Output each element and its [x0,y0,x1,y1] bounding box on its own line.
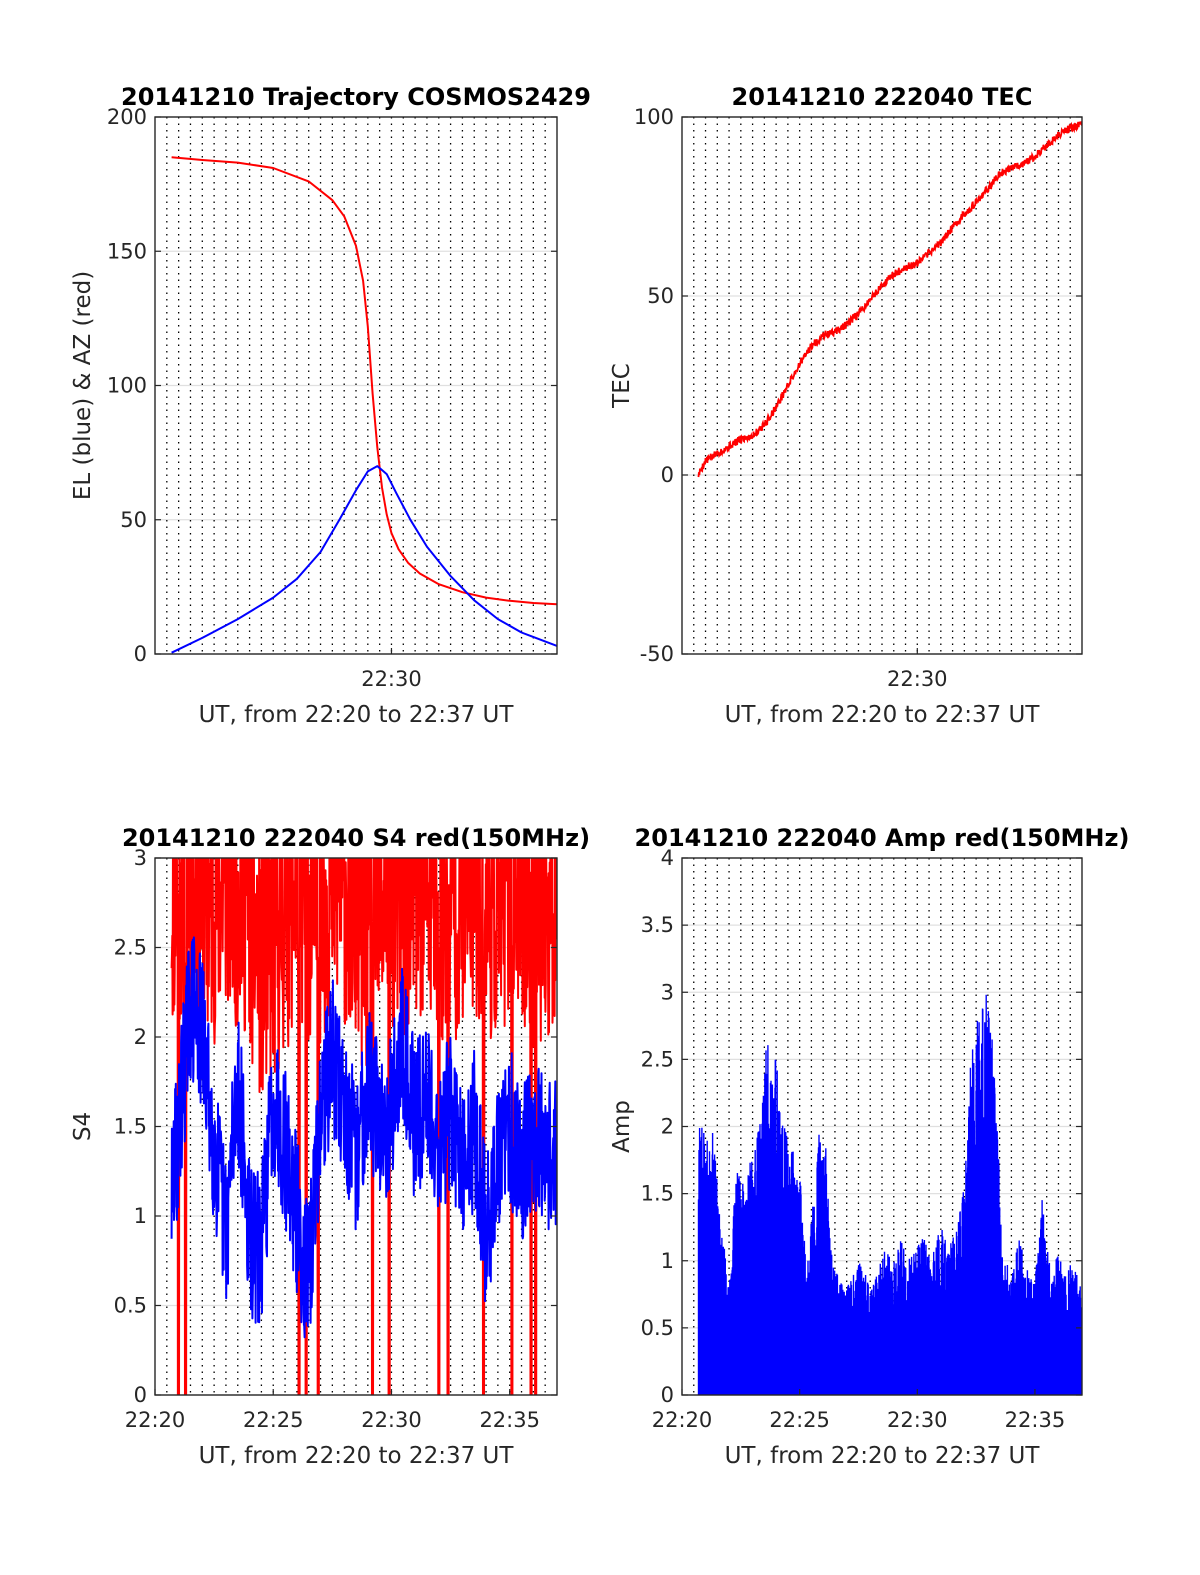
plot-series-group [697,121,1082,478]
x-tick-label: 22:35 [1005,1408,1066,1432]
y-tick-label: 2 [134,1025,147,1049]
chart-panel-3: 0 0.5 1 1.5 2 2.5 3 22:20 22:25 22:30 22:35 UT, fro… [70,824,590,1469]
plot-series-group [171,156,557,654]
y-tick-label: 2.5 [114,936,147,960]
y-tick-label: 0.5 [114,1294,147,1318]
y-axis-label: TEC [609,363,635,409]
chart-title: 20141210 222040 Amp red(150MHz) [635,824,1130,852]
chart-panel-2: -50 0 50 100 22:30 UT, from 22:20 to 22:37 UT… [609,83,1083,728]
chart-title: 20141210 222040 TEC [732,83,1033,111]
y-axis-label: Amp [609,1100,635,1153]
y-tick-label: 200 [107,105,147,129]
x-axis-label: UT, from 22:20 to 22:37 UT [199,1443,515,1469]
y-axis-label: EL (blue) & AZ (red) [70,271,96,500]
x-tick-label: 22:30 [361,667,422,691]
y-axis-label: S4 [70,1112,96,1141]
y-tick-label: 2.5 [641,1047,674,1071]
y-tick-label: 4 [661,846,674,870]
x-tick-label: 22:30 [887,667,948,691]
y-tick-label: 0 [134,1383,147,1407]
y-tick-label: 1.5 [114,1115,147,1139]
y-tick-label: 50 [647,284,674,308]
s4-blue-series [170,936,557,1339]
chart-panel-4: 0 0.5 1 1.5 2 2.5 3 3.5 4 22:20 22:25 22:30 22:35 UT,… [609,824,1129,1469]
x-tick-label: 22:30 [361,1408,422,1432]
x-tick-label: 22:25 [769,1408,830,1432]
y-tick-label: 0.5 [641,1316,674,1340]
plot-series-group [170,858,557,1395]
x-axis-label: UT, from 22:20 to 22:37 UT [725,1443,1041,1469]
y-tick-label: 0 [661,463,674,487]
y-tick-label: 150 [107,239,147,263]
azimuth-series-line [171,156,557,606]
x-axis-label: UT, from 22:20 to 22:37 UT [725,702,1041,728]
x-tick-label: 22:20 [652,1408,713,1432]
chart-title: 20141210 Trajectory COSMOS2429 [121,83,591,111]
y-tick-label: 1 [134,1204,147,1228]
y-tick-label: 3.5 [641,913,674,937]
y-tick-label: 0 [661,1383,674,1407]
plot-series-group [697,994,1082,1395]
y-tick-label: 100 [107,374,147,398]
y-tick-label: 50 [120,508,147,532]
chart-panel-1: 0 50 100 150 200 22:30 UT, from 22:20 to 22:37… [70,83,591,728]
elevation-series-line [171,465,557,654]
x-tick-label: 22:30 [887,1408,948,1432]
s4-red-series [170,858,557,1395]
y-tick-label: 100 [634,105,674,129]
x-tick-label: 22:35 [479,1408,540,1432]
y-tick-label: 1.5 [641,1182,674,1206]
x-axis-label: UT, from 22:20 to 22:37 UT [199,702,515,728]
amp-series-spikes [697,994,1082,1395]
y-tick-label: -50 [640,642,674,666]
y-tick-label: 3 [661,980,674,1004]
chart-title: 20141210 222040 S4 red(150MHz) [122,824,590,852]
x-tick-label: 22:25 [243,1408,304,1432]
y-tick-label: 2 [661,1115,674,1139]
y-tick-label: 1 [661,1249,674,1273]
y-tick-label: 3 [134,846,147,870]
y-tick-label: 0 [134,642,147,666]
tec-series-line [697,121,1082,478]
x-tick-label: 22:20 [125,1408,186,1432]
axes-box [681,116,1083,655]
